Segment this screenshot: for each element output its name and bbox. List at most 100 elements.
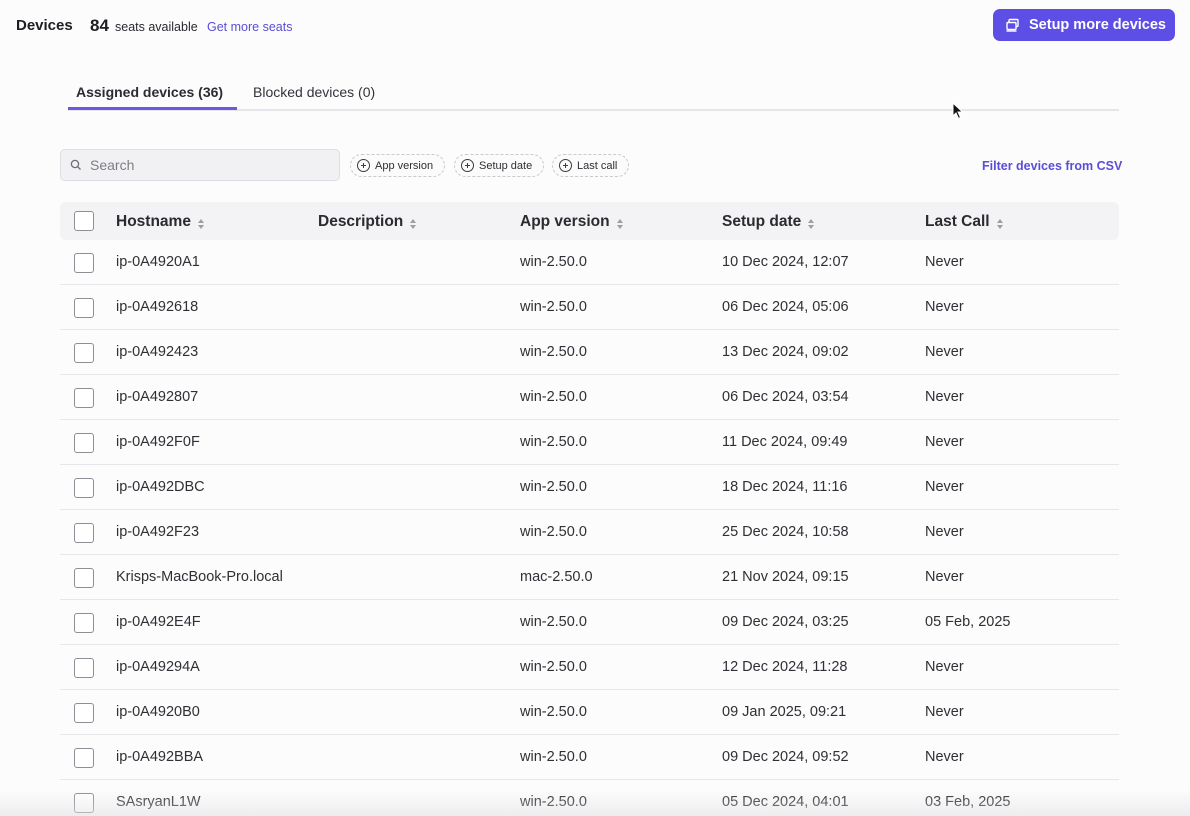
app-version-cell: win-2.50.0 — [520, 749, 587, 765]
plus-circle-icon — [559, 159, 572, 172]
app-version-cell: win-2.50.0 — [520, 434, 587, 450]
app-version-cell: mac-2.50.0 — [520, 569, 593, 585]
hostname-cell: Krisps-MacBook-Pro.local — [116, 569, 283, 585]
sort-icon — [616, 218, 623, 229]
sort-icon — [996, 218, 1003, 229]
setup-date-cell: 09 Dec 2024, 09:52 — [722, 749, 849, 765]
last-call-cell: Never — [925, 569, 964, 585]
sort-icon — [808, 218, 815, 229]
column-app-version[interactable]: App version — [520, 213, 623, 231]
app-version-cell: win-2.50.0 — [520, 389, 587, 405]
setup-date-cell: 06 Dec 2024, 05:06 — [722, 299, 849, 315]
setup-more-devices-button[interactable]: Setup more devices — [993, 9, 1175, 41]
row-checkbox[interactable] — [74, 613, 94, 633]
setup-date-cell: 11 Dec 2024, 09:49 — [722, 434, 848, 450]
row-checkbox[interactable] — [74, 658, 94, 678]
hostname-cell: ip-0A492F0F — [116, 434, 200, 450]
column-last-call[interactable]: Last Call — [925, 213, 1003, 231]
row-checkbox[interactable] — [74, 478, 94, 498]
seats-count: 84 — [90, 16, 109, 35]
column-hostname[interactable]: Hostname — [116, 213, 204, 231]
table-row[interactable]: ip-0A492E4F win-2.50.0 09 Dec 2024, 03:25 0… — [60, 600, 1119, 645]
sort-icon — [410, 218, 417, 229]
filter-chip-setup-date[interactable]: Setup date — [454, 154, 545, 177]
seats-label: seats available — [115, 20, 198, 34]
plus-circle-icon — [357, 159, 370, 172]
row-checkbox[interactable] — [74, 298, 94, 318]
last-call-cell: 03 Feb, 2025 — [925, 794, 1011, 810]
hostname-cell: SAsryanL1W — [116, 794, 201, 810]
table-header: Hostname Description App version Setup d… — [60, 202, 1119, 240]
row-checkbox[interactable] — [74, 523, 94, 543]
app-version-cell: win-2.50.0 — [520, 704, 587, 720]
app-version-cell: win-2.50.0 — [520, 344, 587, 360]
table-row[interactable]: Krisps-MacBook-Pro.local mac-2.50.0 21 Nov… — [60, 555, 1119, 600]
filter-chip-app-version[interactable]: App version — [350, 154, 446, 177]
table-row[interactable]: ip-0A492F23 win-2.50.0 25 Dec 2024, 10:58 N… — [60, 510, 1119, 555]
hostname-cell: ip-0A492BBA — [116, 749, 204, 765]
hostname-cell: ip-0A492E4F — [116, 614, 201, 630]
table-row[interactable]: ip-0A492BBA win-2.50.0 09 Dec 2024, 09:52 N… — [60, 735, 1119, 780]
table-row[interactable]: ip-0A4920B0 win-2.50.0 09 Jan 2025, 09:21 N… — [60, 690, 1119, 735]
setup-more-devices-label: Setup more devices — [1029, 17, 1166, 33]
select-all-checkbox[interactable] — [74, 211, 94, 231]
hostname-cell: ip-0A4920B0 — [116, 704, 200, 720]
device-tabs: Assigned devices (36) Blocked devices (0… — [68, 74, 1119, 111]
filter-from-csv-link[interactable]: Filter devices from CSV — [982, 159, 1123, 173]
filter-chip-label: Last call — [577, 159, 618, 172]
last-call-cell: Never — [925, 524, 964, 540]
table-row[interactable]: ip-0A492618 win-2.50.0 06 Dec 2024, 05:06 N… — [60, 285, 1119, 330]
hostname-cell: ip-0A492DBC — [116, 479, 205, 495]
row-checkbox[interactable] — [74, 793, 94, 813]
last-call-cell: Never — [925, 389, 964, 405]
setup-date-cell: 10 Dec 2024, 12:07 — [722, 254, 849, 270]
row-checkbox[interactable] — [74, 703, 94, 723]
row-checkbox[interactable] — [74, 253, 94, 273]
setup-date-cell: 25 Dec 2024, 10:58 — [722, 524, 849, 540]
hostname-cell: ip-0A4920A1 — [116, 254, 200, 270]
table-row[interactable]: ip-0A492DBC win-2.50.0 18 Dec 2024, 11:16 N… — [60, 465, 1119, 510]
table-row[interactable]: ip-0A49294A win-2.50.0 12 Dec 2024, 11:28 N… — [60, 645, 1119, 690]
row-checkbox[interactable] — [74, 568, 94, 588]
table-row[interactable]: SAsryanL1W win-2.50.0 05 Dec 2024, 04:01 03… — [60, 780, 1119, 816]
search-icon — [70, 159, 81, 170]
get-more-seats-link[interactable]: Get more seats — [207, 20, 293, 34]
setup-date-cell: 05 Dec 2024, 04:01 — [722, 794, 849, 810]
last-call-cell: Never — [925, 344, 964, 360]
devices-icon — [1006, 18, 1019, 32]
hostname-cell: ip-0A492807 — [116, 389, 199, 405]
row-checkbox[interactable] — [74, 388, 94, 408]
filter-chip-last-call[interactable]: Last call — [552, 154, 630, 177]
table-row[interactable]: ip-0A4920A1 win-2.50.0 10 Dec 2024, 12:07 N… — [60, 240, 1119, 285]
setup-date-cell: 13 Dec 2024, 09:02 — [722, 344, 849, 360]
last-call-cell: Never — [925, 659, 964, 675]
row-checkbox[interactable] — [74, 748, 94, 768]
table-row[interactable]: ip-0A492807 win-2.50.0 06 Dec 2024, 03:54 N… — [60, 375, 1119, 420]
last-call-cell: Never — [925, 704, 964, 720]
search-box[interactable] — [60, 149, 340, 181]
hostname-cell: ip-0A492F23 — [116, 524, 200, 540]
setup-date-cell: 09 Dec 2024, 03:25 — [722, 614, 849, 630]
setup-date-cell: 06 Dec 2024, 03:54 — [722, 389, 849, 405]
table-row[interactable]: ip-0A492423 win-2.50.0 13 Dec 2024, 09:02 N… — [60, 330, 1119, 375]
hostname-cell: ip-0A49294A — [116, 659, 200, 675]
tab-blocked-devices[interactable]: Blocked devices (0) — [253, 84, 376, 100]
column-description[interactable]: Description — [318, 213, 417, 231]
app-version-cell: win-2.50.0 — [520, 659, 587, 675]
setup-date-cell: 09 Jan 2025, 09:21 — [722, 704, 847, 720]
active-tab-indicator — [68, 107, 237, 110]
setup-date-cell: 12 Dec 2024, 11:28 — [722, 659, 848, 675]
row-checkbox[interactable] — [74, 433, 94, 453]
search-input[interactable] — [90, 157, 320, 173]
row-checkbox[interactable] — [74, 343, 94, 363]
filter-chip-label: App version — [375, 159, 434, 172]
hostname-cell: ip-0A492423 — [116, 344, 199, 360]
table-row[interactable]: ip-0A492F0F win-2.50.0 11 Dec 2024, 09:49 N… — [60, 420, 1119, 465]
last-call-cell: 05 Feb, 2025 — [925, 614, 1011, 630]
column-setup-date[interactable]: Setup date — [722, 213, 815, 231]
tab-assigned-devices[interactable]: Assigned devices (36) — [76, 84, 224, 100]
devices-table: Hostname Description App version Setup d… — [60, 202, 1119, 816]
last-call-cell: Never — [925, 434, 964, 450]
last-call-cell: Never — [925, 749, 964, 765]
app-version-cell: win-2.50.0 — [520, 794, 587, 810]
